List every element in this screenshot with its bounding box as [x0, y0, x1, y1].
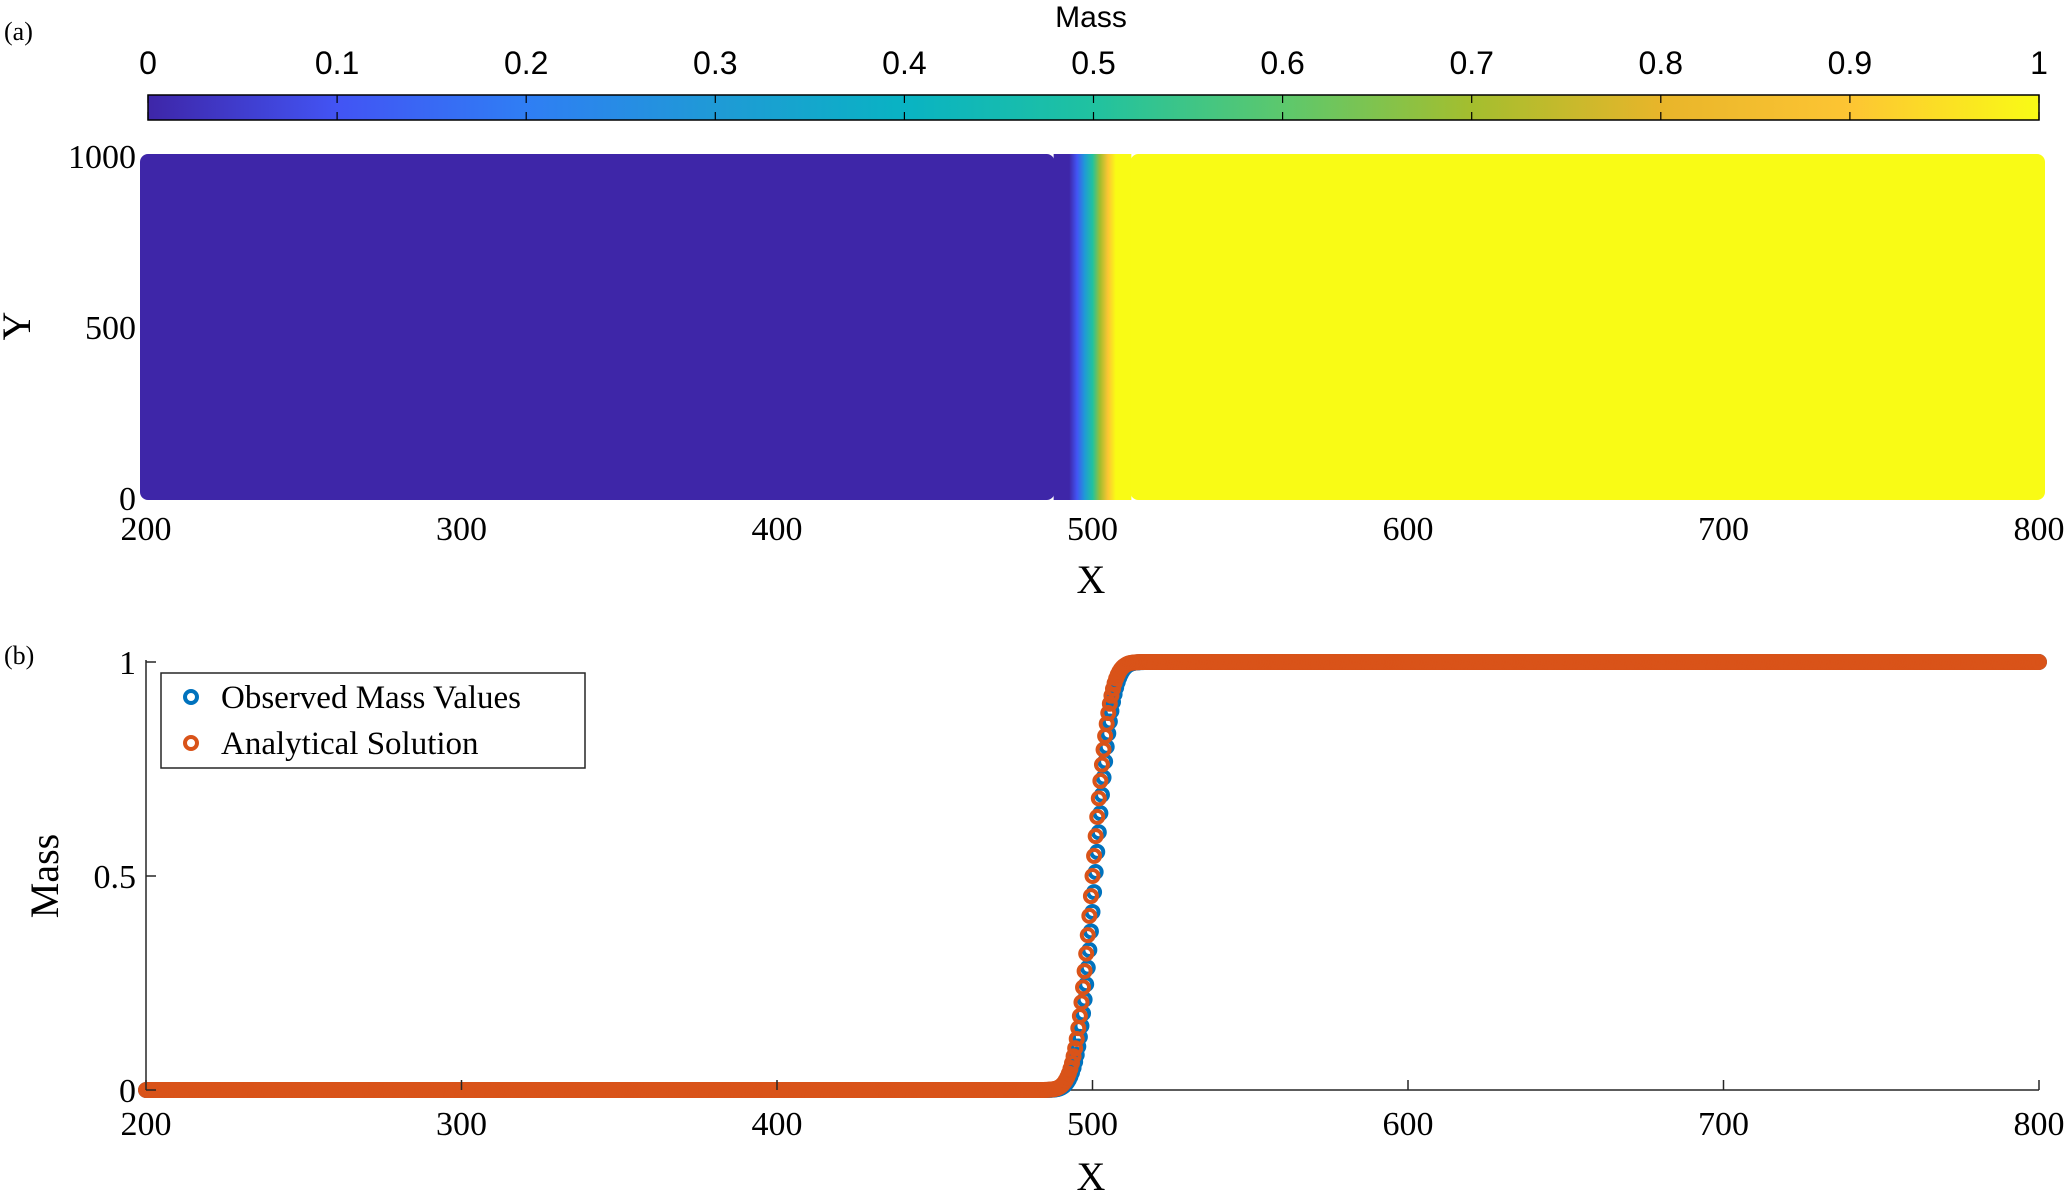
legend-box	[160, 672, 586, 769]
panel-a-y-tick-label: 0	[119, 481, 136, 518]
panel-b-x-ticks: 200 300 400 500 600 700 800	[121, 1080, 2065, 1143]
scatter-point	[1089, 808, 1106, 825]
panel-b-y-ticks: 00.51	[94, 645, 156, 1110]
colorbar-tick-label: 1	[2030, 45, 2048, 81]
heatmap-plot	[140, 154, 2045, 500]
scatter-point	[1084, 868, 1101, 884]
panel-a: (a) Mass 0 0.1 0.2 0.3 0.4 0.5 0.6 0.7 0.8 0.9 1 2…	[0, 1, 2065, 602]
panel-b-x-tick-label: 800	[2014, 1106, 2065, 1143]
scatter-point	[1101, 695, 1118, 712]
panel-a-x-tick-label: 700	[1698, 511, 1749, 548]
panel-b-x-tick-label: 700	[1698, 1106, 1749, 1143]
colorbar-tick-label: 0.2	[504, 45, 548, 81]
panel-a-y-tick-label: 1000	[68, 139, 136, 176]
heatmap-front-region	[1053, 154, 1132, 500]
scatter-point	[1075, 979, 1092, 996]
scatter-point	[1092, 772, 1109, 789]
scatter-point	[1081, 907, 1098, 924]
legend-marker-analytical	[183, 735, 199, 751]
panel-a-x-ticks: 200 300 400 500 600 700 800	[121, 511, 2065, 548]
panel-a-x-tick-label: 300	[436, 511, 487, 548]
scatter-point	[1090, 790, 1107, 807]
panel-b-x-tick-label: 400	[752, 1106, 803, 1143]
panel-a-x-tick-label: 600	[1383, 511, 1434, 548]
scatter-point	[1067, 1040, 1084, 1057]
panel-b-y-tick-label: 0.5	[94, 859, 137, 896]
colorbar-title: Mass	[1055, 1, 1127, 34]
panel-b-x-tick-label: 200	[121, 1106, 172, 1143]
legend-item-observed: Observed Mass Values	[221, 680, 521, 716]
panel-a-y-ticks: 0 500 1000	[68, 139, 136, 518]
scatter-point	[1100, 705, 1117, 722]
colorbar-tick-label: 0.3	[693, 45, 737, 81]
panel-a-x-tick-label: 800	[2014, 511, 2065, 548]
panel-b: (b) 200 300 400 500 600 700 800 00.51 X Mass O…	[4, 641, 2065, 1197]
colorbar-tick-label: 0.9	[1828, 45, 1872, 81]
scatter-point	[1063, 1055, 1080, 1072]
panel-b-x-label: X	[1077, 1154, 1106, 1197]
panel-a-x-tick-label: 200	[121, 511, 172, 548]
scatter-point	[1065, 1048, 1082, 1065]
colorbar-tick-label: 0.6	[1260, 45, 1304, 81]
legend-marker-observed	[183, 689, 199, 705]
panel-b-y-tick-label: 0	[119, 1073, 136, 1110]
colorbar-ticks: 0 0.1 0.2 0.3 0.4 0.5 0.6 0.7 0.8 0.9 1	[139, 45, 2048, 120]
panel-b-x-tick-label: 600	[1383, 1106, 1434, 1143]
colorbar-tick-label: 0.4	[882, 45, 926, 81]
panel-a-x-label: X	[1077, 557, 1106, 602]
scatter-point	[1086, 847, 1103, 864]
scatter-point	[1079, 927, 1096, 944]
panel-b-x-tick-label: 500	[1067, 1106, 1118, 1143]
legend-item-analytical: Analytical Solution	[221, 726, 479, 762]
panel-b-x-tick-label: 300	[436, 1106, 487, 1143]
colorbar-tick-label: 0	[139, 45, 157, 81]
colorbar-tick-label: 0.1	[315, 45, 359, 81]
colorbar-tick-label: 0.7	[1449, 45, 1493, 81]
scatter-series-group	[138, 654, 2047, 1098]
scatter-point	[1093, 756, 1110, 773]
scatter-point	[1078, 945, 1095, 962]
scatter-point	[1082, 888, 1099, 905]
scatter-point	[1070, 1020, 1087, 1037]
panel-a-x-tick-label: 400	[752, 511, 803, 548]
scatter-point	[1076, 963, 1093, 980]
legend: Observed Mass Values Analytical Solution	[160, 672, 586, 769]
colorbar-tick-label: 0.5	[1071, 45, 1115, 81]
panel-b-y-label: Mass	[22, 834, 67, 918]
panel-a-label: (a)	[4, 17, 33, 46]
heatmap-low-region	[140, 154, 1055, 500]
panel-a-y-tick-label: 500	[85, 310, 136, 347]
panel-a-y-label: Y	[0, 312, 39, 341]
colorbar: Mass 0 0.1 0.2 0.3 0.4 0.5 0.6 0.7 0.8 0.9 1	[139, 1, 2048, 121]
series-analytical	[138, 654, 2047, 1098]
scatter-point	[2031, 654, 2047, 670]
panel-b-label: (b)	[4, 641, 34, 670]
panel-b-y-tick-label: 1	[119, 645, 136, 682]
colorbar-tick-label: 0.8	[1639, 45, 1683, 81]
panel-a-x-tick-label: 500	[1067, 511, 1118, 548]
scatter-point	[1087, 828, 1104, 845]
scatter-point	[1073, 994, 1090, 1011]
heatmap-high-region	[1130, 154, 2045, 500]
